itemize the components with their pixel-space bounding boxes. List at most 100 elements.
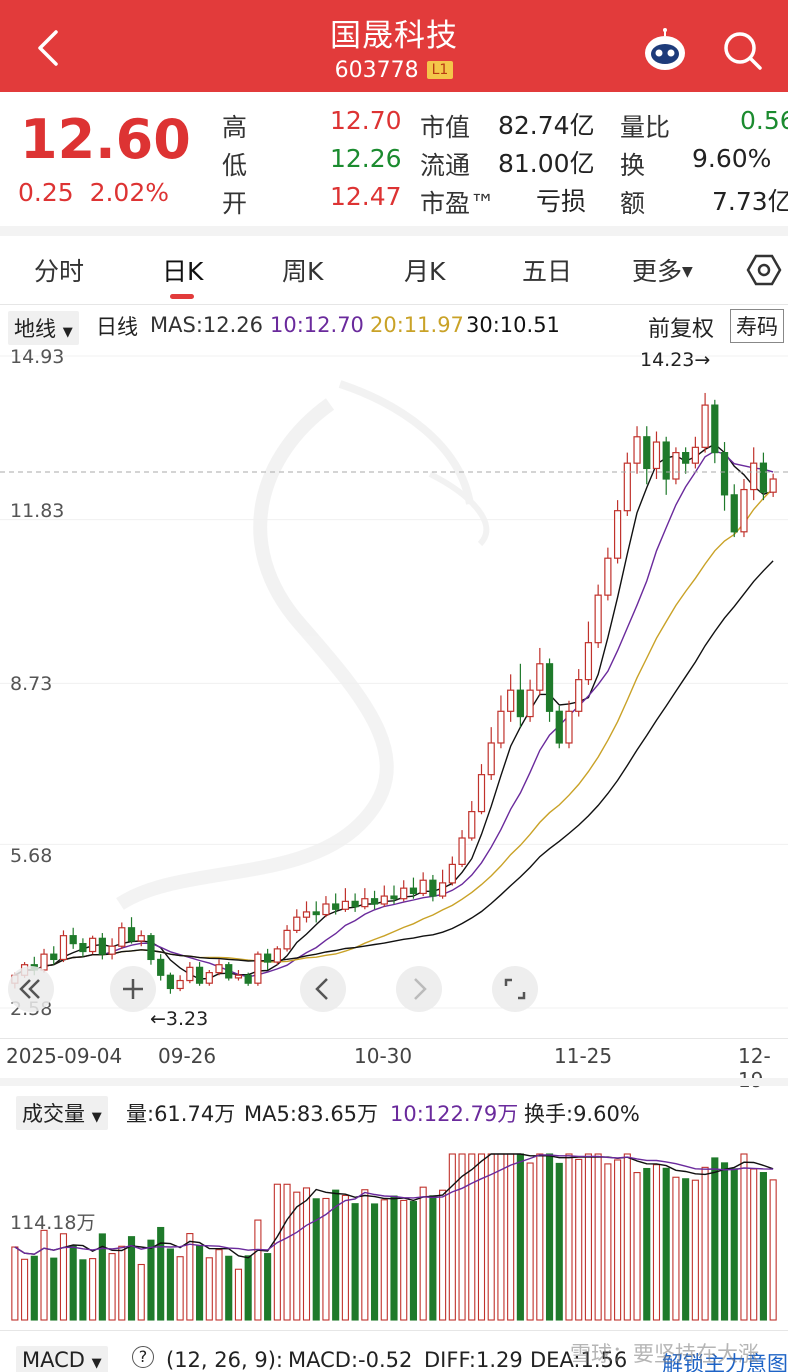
candle-up <box>448 863 456 884</box>
volume-bar-up <box>59 1233 68 1321</box>
date-label-0: 2025-09-04 <box>6 1044 123 1068</box>
candle-up <box>215 964 223 974</box>
ma30-line <box>14 560 774 976</box>
tab-more[interactable]: 更多▼ <box>632 252 693 288</box>
caret-down-icon: ▼ <box>91 1356 102 1371</box>
volume-bar-down <box>98 1233 106 1321</box>
ma10-value: 10:12.70 <box>270 313 364 337</box>
volume-bar-up <box>604 1163 612 1321</box>
volume-legend-row: 成交量 ▼ 量:61.74万 MA5:83.65万 10:122.79万 换手:… <box>0 1096 788 1130</box>
help-icon[interactable]: ? <box>132 1346 154 1368</box>
macd-indicator-dropdown[interactable]: MACD ▼ <box>16 1346 108 1372</box>
volume-bar-up <box>419 1186 427 1321</box>
fullscreen-button[interactable] <box>492 966 538 1012</box>
chart-settings-button[interactable] <box>746 252 782 288</box>
x-axis-line <box>0 1038 788 1039</box>
volume-bar-down <box>516 1153 524 1321</box>
volume-bar-down <box>147 1239 155 1321</box>
volume-bar-down <box>225 1255 233 1321</box>
candle-up <box>59 935 68 961</box>
stock-code-row: 603778 L1 <box>0 58 788 83</box>
candle-down <box>555 710 563 744</box>
volume-bar-down <box>759 1172 767 1321</box>
turnover-value: 9.60% <box>692 144 772 173</box>
volume-bar-down <box>312 1198 320 1321</box>
assistant-robot-button[interactable] <box>640 28 690 74</box>
volume-bar-up <box>21 1258 29 1321</box>
candle-up <box>575 679 583 712</box>
back-button[interactable] <box>28 26 72 70</box>
active-tab-indicator <box>170 294 194 299</box>
ma5-value: MAS:12.26 <box>150 313 264 337</box>
kline-chart[interactable]: 14.23→ ←3.23 <box>0 344 788 1034</box>
last-price: 12.60 <box>20 108 191 171</box>
candle-up <box>468 811 476 839</box>
volume-bar-up <box>672 1176 680 1321</box>
ma-legend-row: 地线 ▼ 日线 MAS:12.26 10:12.70 20:11.97 30:1… <box>0 309 788 345</box>
change-value: 0.25 <box>18 178 74 207</box>
volume-bar-up <box>575 1158 583 1321</box>
volume-chart[interactable] <box>0 1140 788 1326</box>
tab-daily-k[interactable]: 日K <box>162 257 204 286</box>
candle-up <box>137 935 145 942</box>
search-button[interactable] <box>718 26 768 76</box>
pe-value: 亏损 <box>536 187 587 216</box>
header-bar: 国晟科技 603778 L1 <box>0 0 788 92</box>
volume-indicator-dropdown[interactable]: 成交量 ▼ <box>16 1096 108 1130</box>
candle-down <box>643 436 651 470</box>
scroll-right-button[interactable] <box>396 966 442 1012</box>
volume-bar-down <box>545 1153 554 1321</box>
chips-button[interactable]: 寿码 <box>730 309 784 343</box>
tab-weekly-k[interactable]: 周K <box>282 257 324 286</box>
volume-bar-up <box>137 1263 145 1321</box>
volume-bar-up <box>234 1268 243 1321</box>
volume-bar-down <box>244 1255 252 1321</box>
mkt-cap-label: 市值 <box>420 113 471 142</box>
volume-bar-down <box>196 1245 204 1321</box>
candle-up <box>205 972 213 984</box>
ma20-value: 20:11.97 <box>370 313 464 337</box>
unlock-main-intent-link[interactable]: 解锁主力意图 <box>662 1352 788 1372</box>
volume-bar-up <box>89 1258 97 1321</box>
candle-down <box>264 953 272 963</box>
volume-bar-up <box>614 1159 622 1321</box>
candle-down <box>244 974 252 984</box>
macd-legend-row: MACD ▼ ? (12, 26, 9): MACD:-0.52 DIFF:1.… <box>0 1346 788 1372</box>
chart-type-dropdown-label: 地线 <box>14 317 56 341</box>
candle-up <box>458 837 466 866</box>
volume-value: 量:61.74万 <box>126 1102 236 1126</box>
adjust-mode-button[interactable]: 前复权 <box>648 317 715 342</box>
volume-bar-up <box>691 1179 699 1321</box>
candle-down <box>720 452 729 496</box>
y-axis-label-0: 14.93 <box>10 346 65 368</box>
volume-bar-up <box>584 1153 592 1321</box>
volume-bar-up <box>633 1172 641 1321</box>
candle-up <box>769 478 777 493</box>
open-label: 开 <box>222 189 248 218</box>
volume-bar-up <box>400 1199 408 1321</box>
tab-intraday[interactable]: 分时 <box>34 257 85 286</box>
ma30-value: 30:10.51 <box>466 313 560 337</box>
volume-ma5: MA5:83.65万 <box>244 1102 379 1126</box>
candle-up <box>497 710 505 744</box>
tab-monthly-k[interactable]: 月K <box>404 257 446 286</box>
zoom-in-button[interactable] <box>110 966 156 1012</box>
price-change: 0.25 2.02% <box>18 178 169 207</box>
tab-five-day[interactable]: 五日 <box>522 257 573 286</box>
stock-code: 603778 <box>334 58 419 83</box>
zoom-out-all-button[interactable] <box>8 966 54 1012</box>
candle-down <box>98 937 106 955</box>
candle-down <box>429 879 437 897</box>
volume-bar-up <box>341 1194 349 1321</box>
chart-type-dropdown[interactable]: 地线 ▼ <box>8 311 79 345</box>
diff-value: DIFF:1.29 <box>424 1348 523 1372</box>
scroll-left-button[interactable] <box>300 966 346 1012</box>
y-axis-label-3: 5.68 <box>10 845 53 867</box>
candle-down <box>69 935 77 945</box>
high-value: 12.70 <box>330 106 402 135</box>
volume-bar-down <box>429 1195 437 1321</box>
date-label-1: 09-26 <box>158 1044 217 1068</box>
volume-bar-down <box>555 1162 563 1321</box>
volume-bar-down <box>332 1189 340 1321</box>
candle-up <box>293 916 301 931</box>
